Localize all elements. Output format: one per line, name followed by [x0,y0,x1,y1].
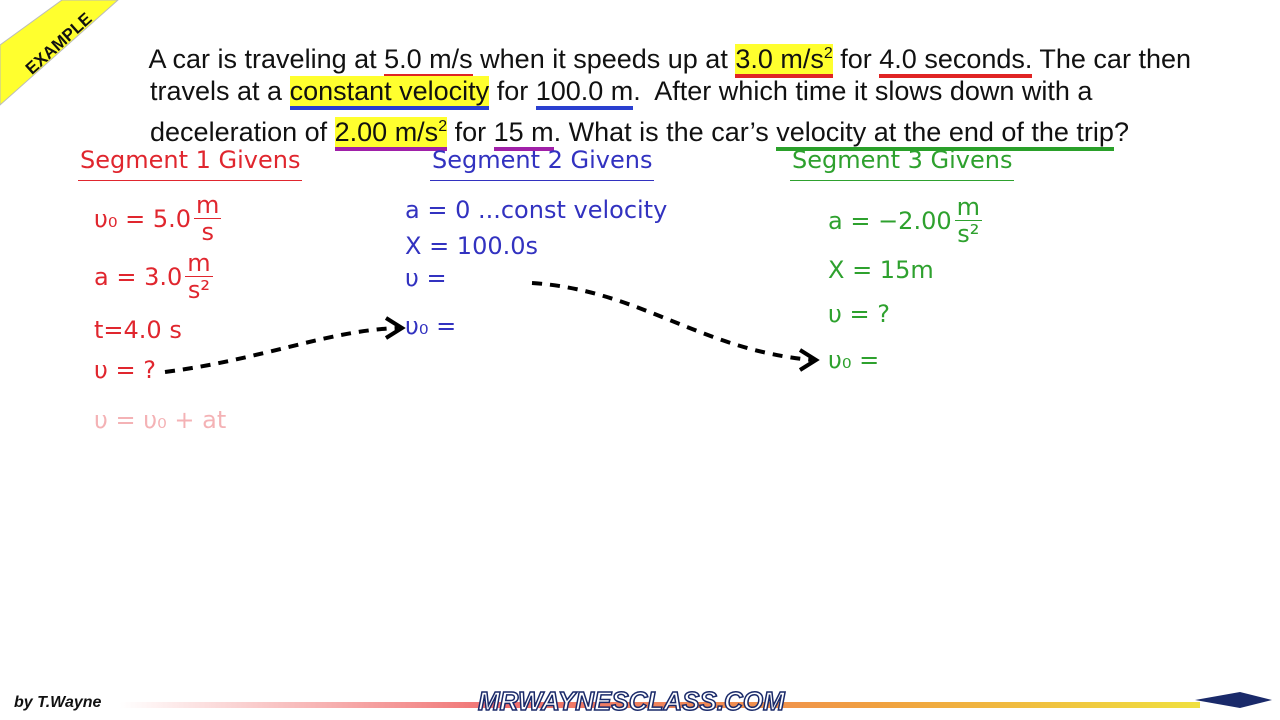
text: travels at a [150,76,290,106]
given-item: υ = [405,264,447,292]
arrow [164,326,399,374]
given-item: t=4.0 s [94,316,182,344]
expression: υ = ? [94,356,156,384]
given-item: X = 15m [828,256,934,284]
expression: a = −2.00 [828,206,952,235]
expression: a = 0 ...const velocity [405,196,668,224]
given: 2.00 m/s2 [334,117,448,151]
text: A car is traveling at [148,44,385,74]
footer-bar [120,702,1200,708]
given: 3.0 m/s2 [735,44,833,78]
given: 4.0 seconds. [879,44,1033,78]
fraction: m s² [185,249,213,304]
expression: υ = ? [828,300,890,328]
expression: υ = υ₀ + at [94,406,227,434]
given-item: υ = ? [94,356,156,384]
text: for [832,44,880,74]
problem-line: travels at a constant velocity for 100.0… [135,40,1093,110]
denominator: s² [957,220,980,248]
numerator: m [954,193,983,221]
given-item: υ₀ = [828,346,879,374]
text: . What is the car’s [553,117,777,147]
given-item: a = −2.00 m s² [828,193,983,248]
given-item: υ₀ = [405,312,456,340]
expression: υ₀ = [828,346,880,374]
badge-ribbon [0,0,119,106]
numerator: m [194,191,222,219]
expression: a = 3.0 [94,262,183,291]
segment-heading: Segment 2 Givens [430,146,655,181]
logo-jet [1195,692,1272,708]
text: ? [1113,117,1129,147]
given-item: υ₀ = 5.0 m s [94,191,222,246]
author: by T.Wayne [14,694,102,711]
expression: t=4.0 s [94,316,182,344]
given: 5.0 m/s [384,44,473,78]
given: 100.0 m [535,76,634,110]
expression: X = 15m [828,256,934,284]
arrow [531,281,813,362]
problem-line: deceleration of 2.00 m/s2 for 15 m. What… [135,76,1129,151]
segment-heading: Segment 1 Givens [78,146,303,181]
text: when it speeds up at [472,44,736,74]
expression: υ = [405,264,447,292]
text: The car then [1032,44,1191,74]
expression: υ₀ = [405,312,457,340]
text: for [447,117,494,147]
fraction: m s² [954,193,983,248]
denominator: s [201,218,214,246]
text: deceleration of [150,117,335,147]
unknown: velocity at the end of the trip [776,117,1114,151]
superscript: 2 [823,45,833,62]
expression: X = 100.0s [405,232,539,260]
given-item: a = 0 ...const velocity [405,196,667,224]
given-item: υ = υ₀ + at [94,406,226,434]
arrow-head [384,316,406,340]
segment-heading: Segment 3 Givens [790,146,1015,181]
superscript: 2 [438,118,448,135]
given: 15 m [493,117,554,151]
numerator: m [185,249,213,277]
text: 2.00 m/s [334,117,439,147]
arrow-head [798,348,820,372]
given-item: a = 3.0 m s² [94,250,213,303]
problem-line: A car is traveling at 5.0 m/s when it sp… [135,3,1191,78]
given-item: X = 100.0s [405,232,538,260]
site-logo: MRWAYNESCLASS.COM [477,685,785,717]
text: for [489,76,536,106]
given: constant velocity [289,76,490,110]
expression: υ₀ = 5.0 [94,204,192,233]
given-item: υ = ? [828,300,890,328]
text: 3.0 m/s [735,44,824,74]
text: . After which time it slows down with a [633,76,1093,106]
denominator: s² [187,276,210,304]
